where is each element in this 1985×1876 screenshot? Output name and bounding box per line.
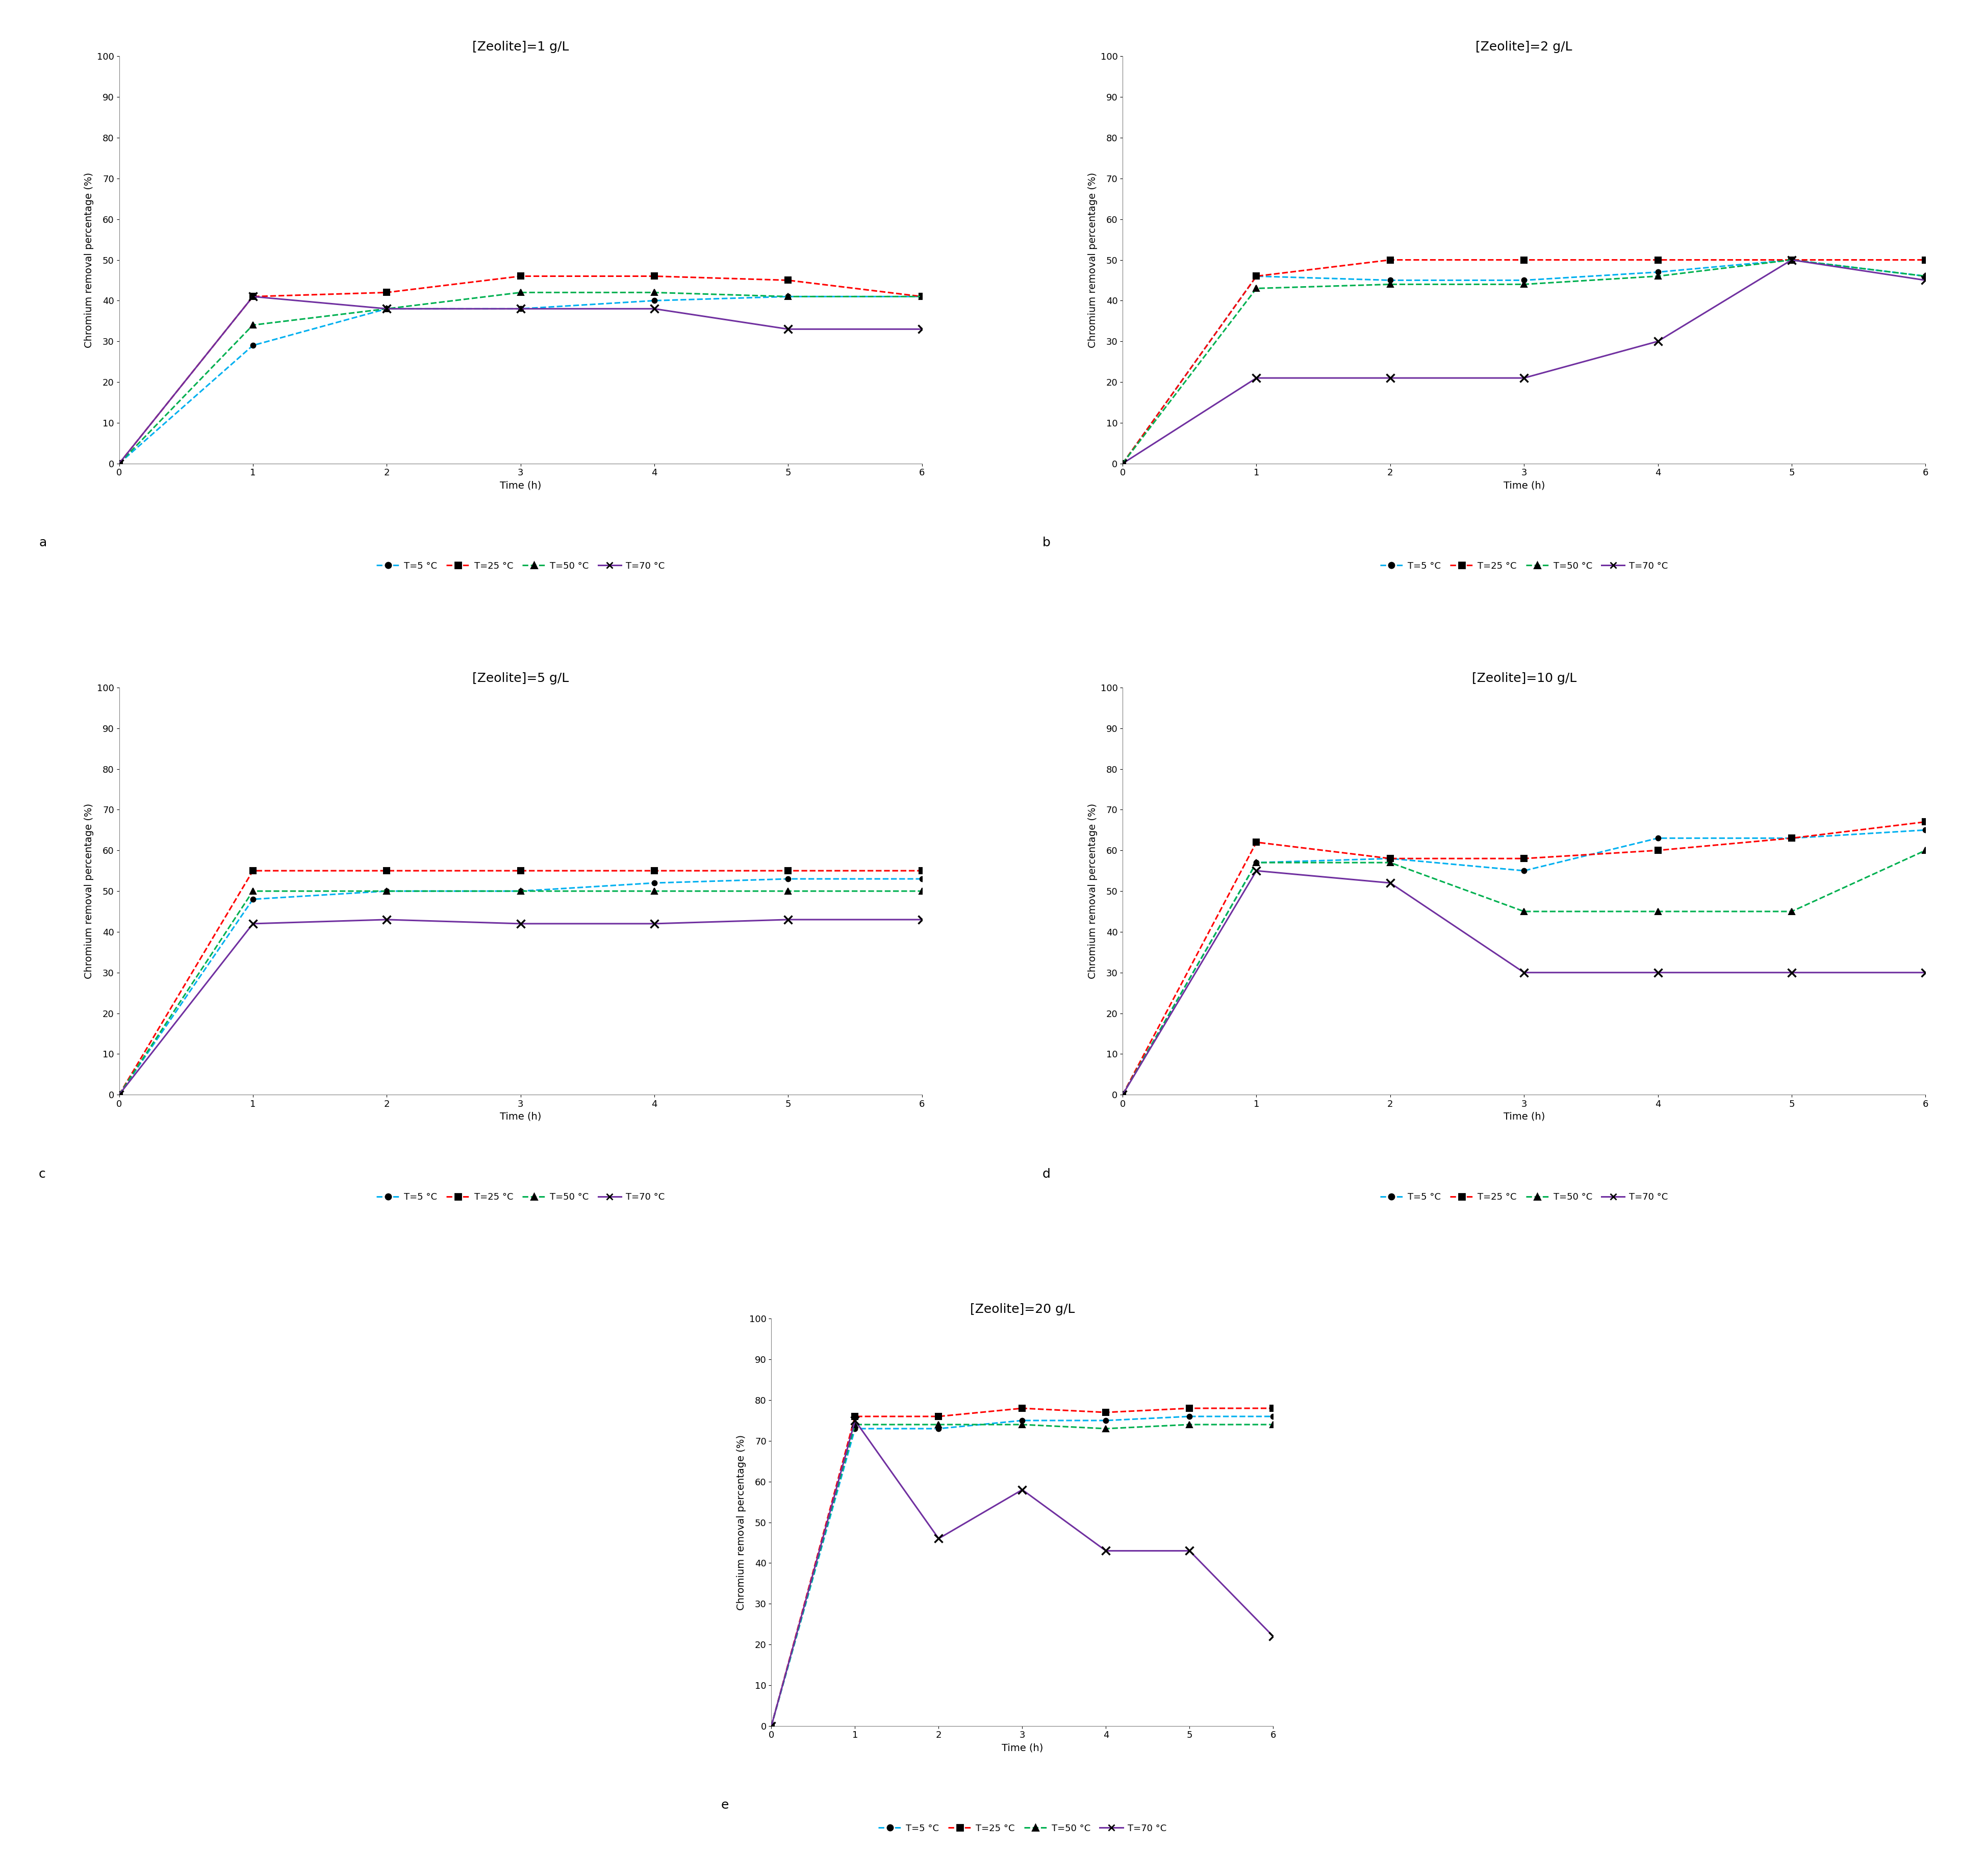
- Text: d: d: [1042, 1169, 1050, 1180]
- Text: c: c: [40, 1169, 46, 1180]
- Y-axis label: Chromium removal percentage (%): Chromium removal percentage (%): [83, 173, 93, 347]
- Y-axis label: Chromium removal percentage (%): Chromium removal percentage (%): [1088, 803, 1098, 979]
- Y-axis label: Chromium removal percentage (%): Chromium removal percentage (%): [83, 803, 93, 979]
- X-axis label: Time (h): Time (h): [500, 480, 542, 490]
- Text: a: a: [40, 537, 46, 550]
- Title: [Zeolite]=2 g/L: [Zeolite]=2 g/L: [1475, 41, 1572, 53]
- Y-axis label: Chromium removal percentage (%): Chromium removal percentage (%): [1088, 173, 1098, 347]
- Title: [Zeolite]=20 g/L: [Zeolite]=20 g/L: [971, 1304, 1074, 1315]
- Legend: T=5 °C, T=25 °C, T=50 °C, T=70 °C: T=5 °C, T=25 °C, T=50 °C, T=70 °C: [373, 1189, 669, 1206]
- Text: b: b: [1042, 537, 1050, 550]
- Legend: T=5 °C, T=25 °C, T=50 °C, T=70 °C: T=5 °C, T=25 °C, T=50 °C, T=70 °C: [1376, 1189, 1671, 1206]
- Y-axis label: Chromium removal percentage (%): Chromium removal percentage (%): [736, 1435, 746, 1610]
- Legend: T=5 °C, T=25 °C, T=50 °C, T=70 °C: T=5 °C, T=25 °C, T=50 °C, T=70 °C: [373, 557, 669, 574]
- X-axis label: Time (h): Time (h): [1002, 1743, 1042, 1752]
- Text: e: e: [721, 1799, 728, 1812]
- Title: [Zeolite]=1 g/L: [Zeolite]=1 g/L: [472, 41, 570, 53]
- Legend: T=5 °C, T=25 °C, T=50 °C, T=70 °C: T=5 °C, T=25 °C, T=50 °C, T=70 °C: [1376, 557, 1671, 574]
- Title: [Zeolite]=10 g/L: [Zeolite]=10 g/L: [1471, 672, 1576, 685]
- X-axis label: Time (h): Time (h): [500, 1112, 542, 1122]
- Title: [Zeolite]=5 g/L: [Zeolite]=5 g/L: [472, 672, 570, 685]
- Legend: T=5 °C, T=25 °C, T=50 °C, T=70 °C: T=5 °C, T=25 °C, T=50 °C, T=70 °C: [875, 1820, 1169, 1837]
- X-axis label: Time (h): Time (h): [1503, 480, 1544, 490]
- X-axis label: Time (h): Time (h): [1503, 1112, 1544, 1122]
